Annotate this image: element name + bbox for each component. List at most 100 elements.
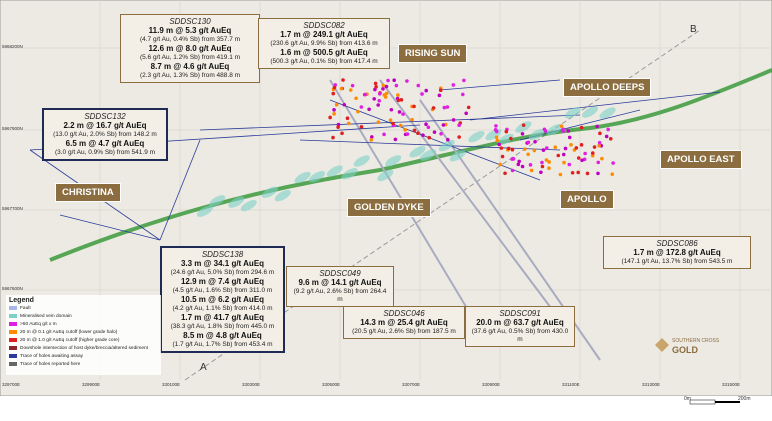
intersection-dot bbox=[544, 146, 549, 150]
vein-domains bbox=[196, 106, 616, 217]
intersection-dot bbox=[369, 138, 374, 142]
intersection-dot bbox=[412, 128, 417, 133]
intersection-dot bbox=[457, 123, 461, 128]
legend-label: 20 m @ 0.1 g/t AuEq cutoff (lower grade … bbox=[20, 329, 118, 335]
intersection-dot bbox=[457, 135, 461, 139]
intersection-dot bbox=[522, 147, 527, 151]
callout: SDDSC130 11.9 m @ 5.3 g/t AuEq (4.7 g/t Au… bbox=[120, 14, 260, 83]
intersection-dot bbox=[510, 147, 515, 152]
intersection-dot bbox=[446, 137, 450, 142]
intercept-detail: (4.7 g/t Au, 0.4% Sb) from 357.7 m bbox=[139, 36, 241, 43]
legend-item: Trace of holes awaiting assay bbox=[9, 352, 158, 360]
legend-label: Trace of holes awaiting assay bbox=[20, 353, 84, 359]
easting-label: 329900E bbox=[82, 382, 101, 387]
intersection-dot bbox=[580, 158, 584, 163]
intersection-dot bbox=[595, 124, 599, 129]
vein-domain bbox=[515, 121, 532, 133]
easting-label: 330900E bbox=[482, 382, 501, 387]
vein-domain bbox=[581, 106, 599, 118]
drill-trace bbox=[299, 139, 561, 151]
intersection-dot bbox=[405, 79, 409, 83]
intersection-dot bbox=[372, 97, 377, 101]
intersection-dot bbox=[341, 78, 345, 82]
intercept-detail: (4.2 g/t Au, 1.1% Sb) from 414.0 m bbox=[172, 305, 273, 312]
intersection-dot bbox=[333, 83, 338, 87]
intersection-dot bbox=[392, 78, 396, 83]
intersection-dot bbox=[526, 140, 531, 145]
legend-item: Fault bbox=[9, 304, 158, 312]
intersection-dot bbox=[410, 117, 414, 122]
intersection-dot bbox=[494, 124, 498, 128]
intersection-dot bbox=[377, 99, 382, 103]
intersection-dot bbox=[331, 91, 336, 96]
vein-domain bbox=[377, 169, 394, 182]
callout: SDDSC049 9.6 m @ 14.1 g/t AuEq (9.2 g/t Au… bbox=[286, 266, 394, 307]
intersection-dot bbox=[356, 109, 360, 114]
intersection-dot bbox=[604, 134, 609, 139]
vein-domain bbox=[353, 155, 370, 167]
intersection-dot bbox=[334, 102, 339, 107]
intersection-dot bbox=[420, 92, 424, 96]
vein-domain bbox=[228, 196, 245, 208]
intersection-dot bbox=[339, 86, 344, 91]
vein-domain bbox=[497, 133, 514, 146]
hole-id: SDDSC138 bbox=[201, 250, 244, 259]
intersection-dot bbox=[373, 81, 378, 86]
legend-label: Mineralised vein domain bbox=[20, 313, 72, 319]
legend-swatch bbox=[9, 338, 17, 342]
easting-label: 330100E bbox=[162, 382, 181, 387]
zone-label: CHRISTINA bbox=[55, 183, 121, 202]
intersection-dot bbox=[442, 105, 447, 110]
drill-trace bbox=[329, 99, 541, 181]
intercept-grade: 1.7 m @ 172.8 g/t AuEq bbox=[633, 248, 721, 257]
intersection-dot bbox=[350, 83, 355, 88]
legend-swatch bbox=[9, 346, 17, 350]
intersection-dot bbox=[359, 105, 364, 109]
intersection-dot bbox=[569, 143, 573, 147]
intersection-dot bbox=[563, 146, 568, 151]
intersection-dot bbox=[424, 88, 429, 93]
vein-domain bbox=[546, 124, 563, 136]
intercept-detail: (1.7 g/t Au, 1.7% Sb) from 453.4 m bbox=[172, 341, 273, 348]
intersection-dot bbox=[382, 93, 387, 97]
intercept-grade: 12.9 m @ 7.4 g/t AuEq bbox=[180, 277, 265, 286]
intersection-dot bbox=[396, 98, 401, 103]
intersection-dot bbox=[566, 129, 571, 133]
easting-label: 330500E bbox=[322, 382, 341, 387]
logo-text: SOUTHERN CROSS bbox=[672, 338, 720, 344]
intersection-dot bbox=[544, 158, 549, 162]
intersection-dot bbox=[377, 92, 382, 96]
intersection-dot bbox=[608, 137, 613, 141]
intersection-dot bbox=[574, 146, 579, 150]
vein-domain bbox=[326, 165, 343, 177]
intercept-detail: (2.3 g/t Au, 1.3% Sb) from 488.8 m bbox=[139, 72, 241, 79]
easting-label: 329700E bbox=[2, 382, 21, 387]
intersection-dot bbox=[497, 142, 502, 147]
vein-domain bbox=[468, 130, 485, 143]
intersection-dot bbox=[416, 83, 421, 88]
intersection-dot bbox=[336, 122, 341, 127]
easting-label: 330700E bbox=[402, 382, 421, 387]
legend-label: Downhole intersection of host dyke/brecc… bbox=[20, 345, 148, 351]
intersection-dot bbox=[585, 171, 590, 176]
intersection-dot bbox=[610, 172, 615, 176]
intersection-dot bbox=[336, 125, 340, 129]
intersection-dot bbox=[332, 108, 336, 112]
intersection-dot bbox=[596, 171, 600, 176]
drill-trace bbox=[439, 79, 561, 91]
vein-domain bbox=[409, 146, 426, 158]
intercept-grade: 1.7 m @ 41.7 g/t AuEq bbox=[180, 313, 265, 322]
intercept-detail: (37.6 g/t Au, 0.5% Sb) from 430.0 m bbox=[471, 328, 569, 343]
intersection-dot bbox=[597, 140, 602, 145]
intersection-dot bbox=[506, 146, 511, 151]
legend-label: Fault bbox=[20, 305, 31, 311]
zone-label: APOLLO EAST bbox=[660, 150, 742, 169]
vein-domain bbox=[209, 195, 226, 207]
vein-domain bbox=[274, 189, 291, 202]
intersection-dot bbox=[600, 156, 604, 161]
intersection-dot bbox=[504, 129, 509, 134]
intersection-dot bbox=[427, 135, 432, 140]
vein-domain bbox=[385, 155, 402, 167]
intersection-dot bbox=[331, 135, 335, 140]
